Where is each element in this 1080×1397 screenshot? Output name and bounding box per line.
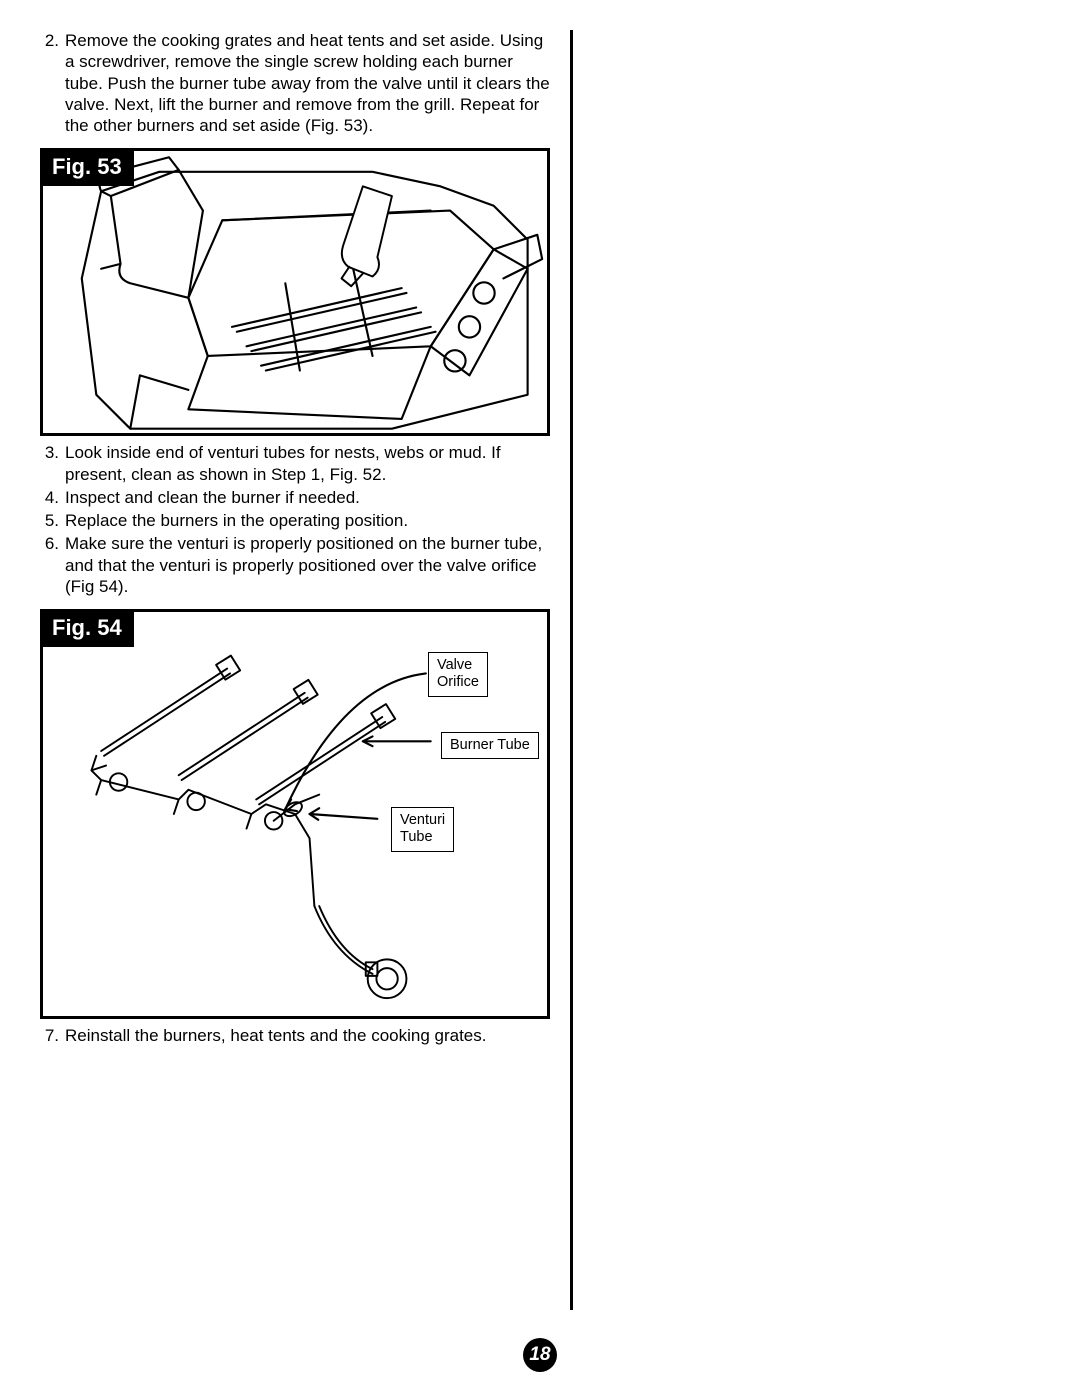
step-number: 5. — [40, 510, 65, 531]
callout-venturi-tube: Venturi Tube — [391, 807, 454, 852]
page-number-badge: 18 — [523, 1338, 557, 1372]
step-number: 2. — [40, 30, 65, 136]
step-list-mid: 3.Look inside end of venturi tubes for n… — [40, 442, 550, 597]
instruction-step: 3.Look inside end of venturi tubes for n… — [40, 442, 550, 485]
instruction-step: 7.Reinstall the burners, heat tents and … — [40, 1025, 550, 1046]
step-number: 6. — [40, 533, 65, 597]
step-list-bottom: 7.Reinstall the burners, heat tents and … — [40, 1025, 550, 1046]
right-column — [573, 30, 1040, 1337]
instruction-step: 5.Replace the burners in the operating p… — [40, 510, 550, 531]
figure-54-label: Fig. 54 — [40, 609, 134, 647]
step-text: Remove the cooking grates and heat tents… — [65, 30, 550, 136]
step-number: 7. — [40, 1025, 65, 1046]
step-text: Make sure the venturi is properly positi… — [65, 533, 550, 597]
figure-53: Fig. 53 — [40, 148, 550, 436]
left-column: 2.Remove the cooking grates and heat ten… — [40, 30, 570, 1337]
step-text: Inspect and clean the burner if needed. — [65, 487, 550, 508]
callout-valve-orifice: Valve Orifice — [428, 652, 488, 697]
step-number: 3. — [40, 442, 65, 485]
figure-54: Fig. 54 — [40, 609, 550, 1019]
instruction-step: 6.Make sure the venturi is properly posi… — [40, 533, 550, 597]
step-text: Replace the burners in the operating pos… — [65, 510, 550, 531]
step-text: Reinstall the burners, heat tents and th… — [65, 1025, 550, 1046]
step-number: 4. — [40, 487, 65, 508]
instruction-step: 2.Remove the cooking grates and heat ten… — [40, 30, 550, 136]
page-number: 18 — [529, 1344, 550, 1366]
instruction-step: 4.Inspect and clean the burner if needed… — [40, 487, 550, 508]
figure-53-illustration — [43, 151, 547, 433]
step-list-top: 2.Remove the cooking grates and heat ten… — [40, 30, 550, 136]
callout-burner-tube: Burner Tube — [441, 732, 539, 759]
step-text: Look inside end of venturi tubes for nes… — [65, 442, 550, 485]
figure-53-label: Fig. 53 — [40, 148, 134, 186]
